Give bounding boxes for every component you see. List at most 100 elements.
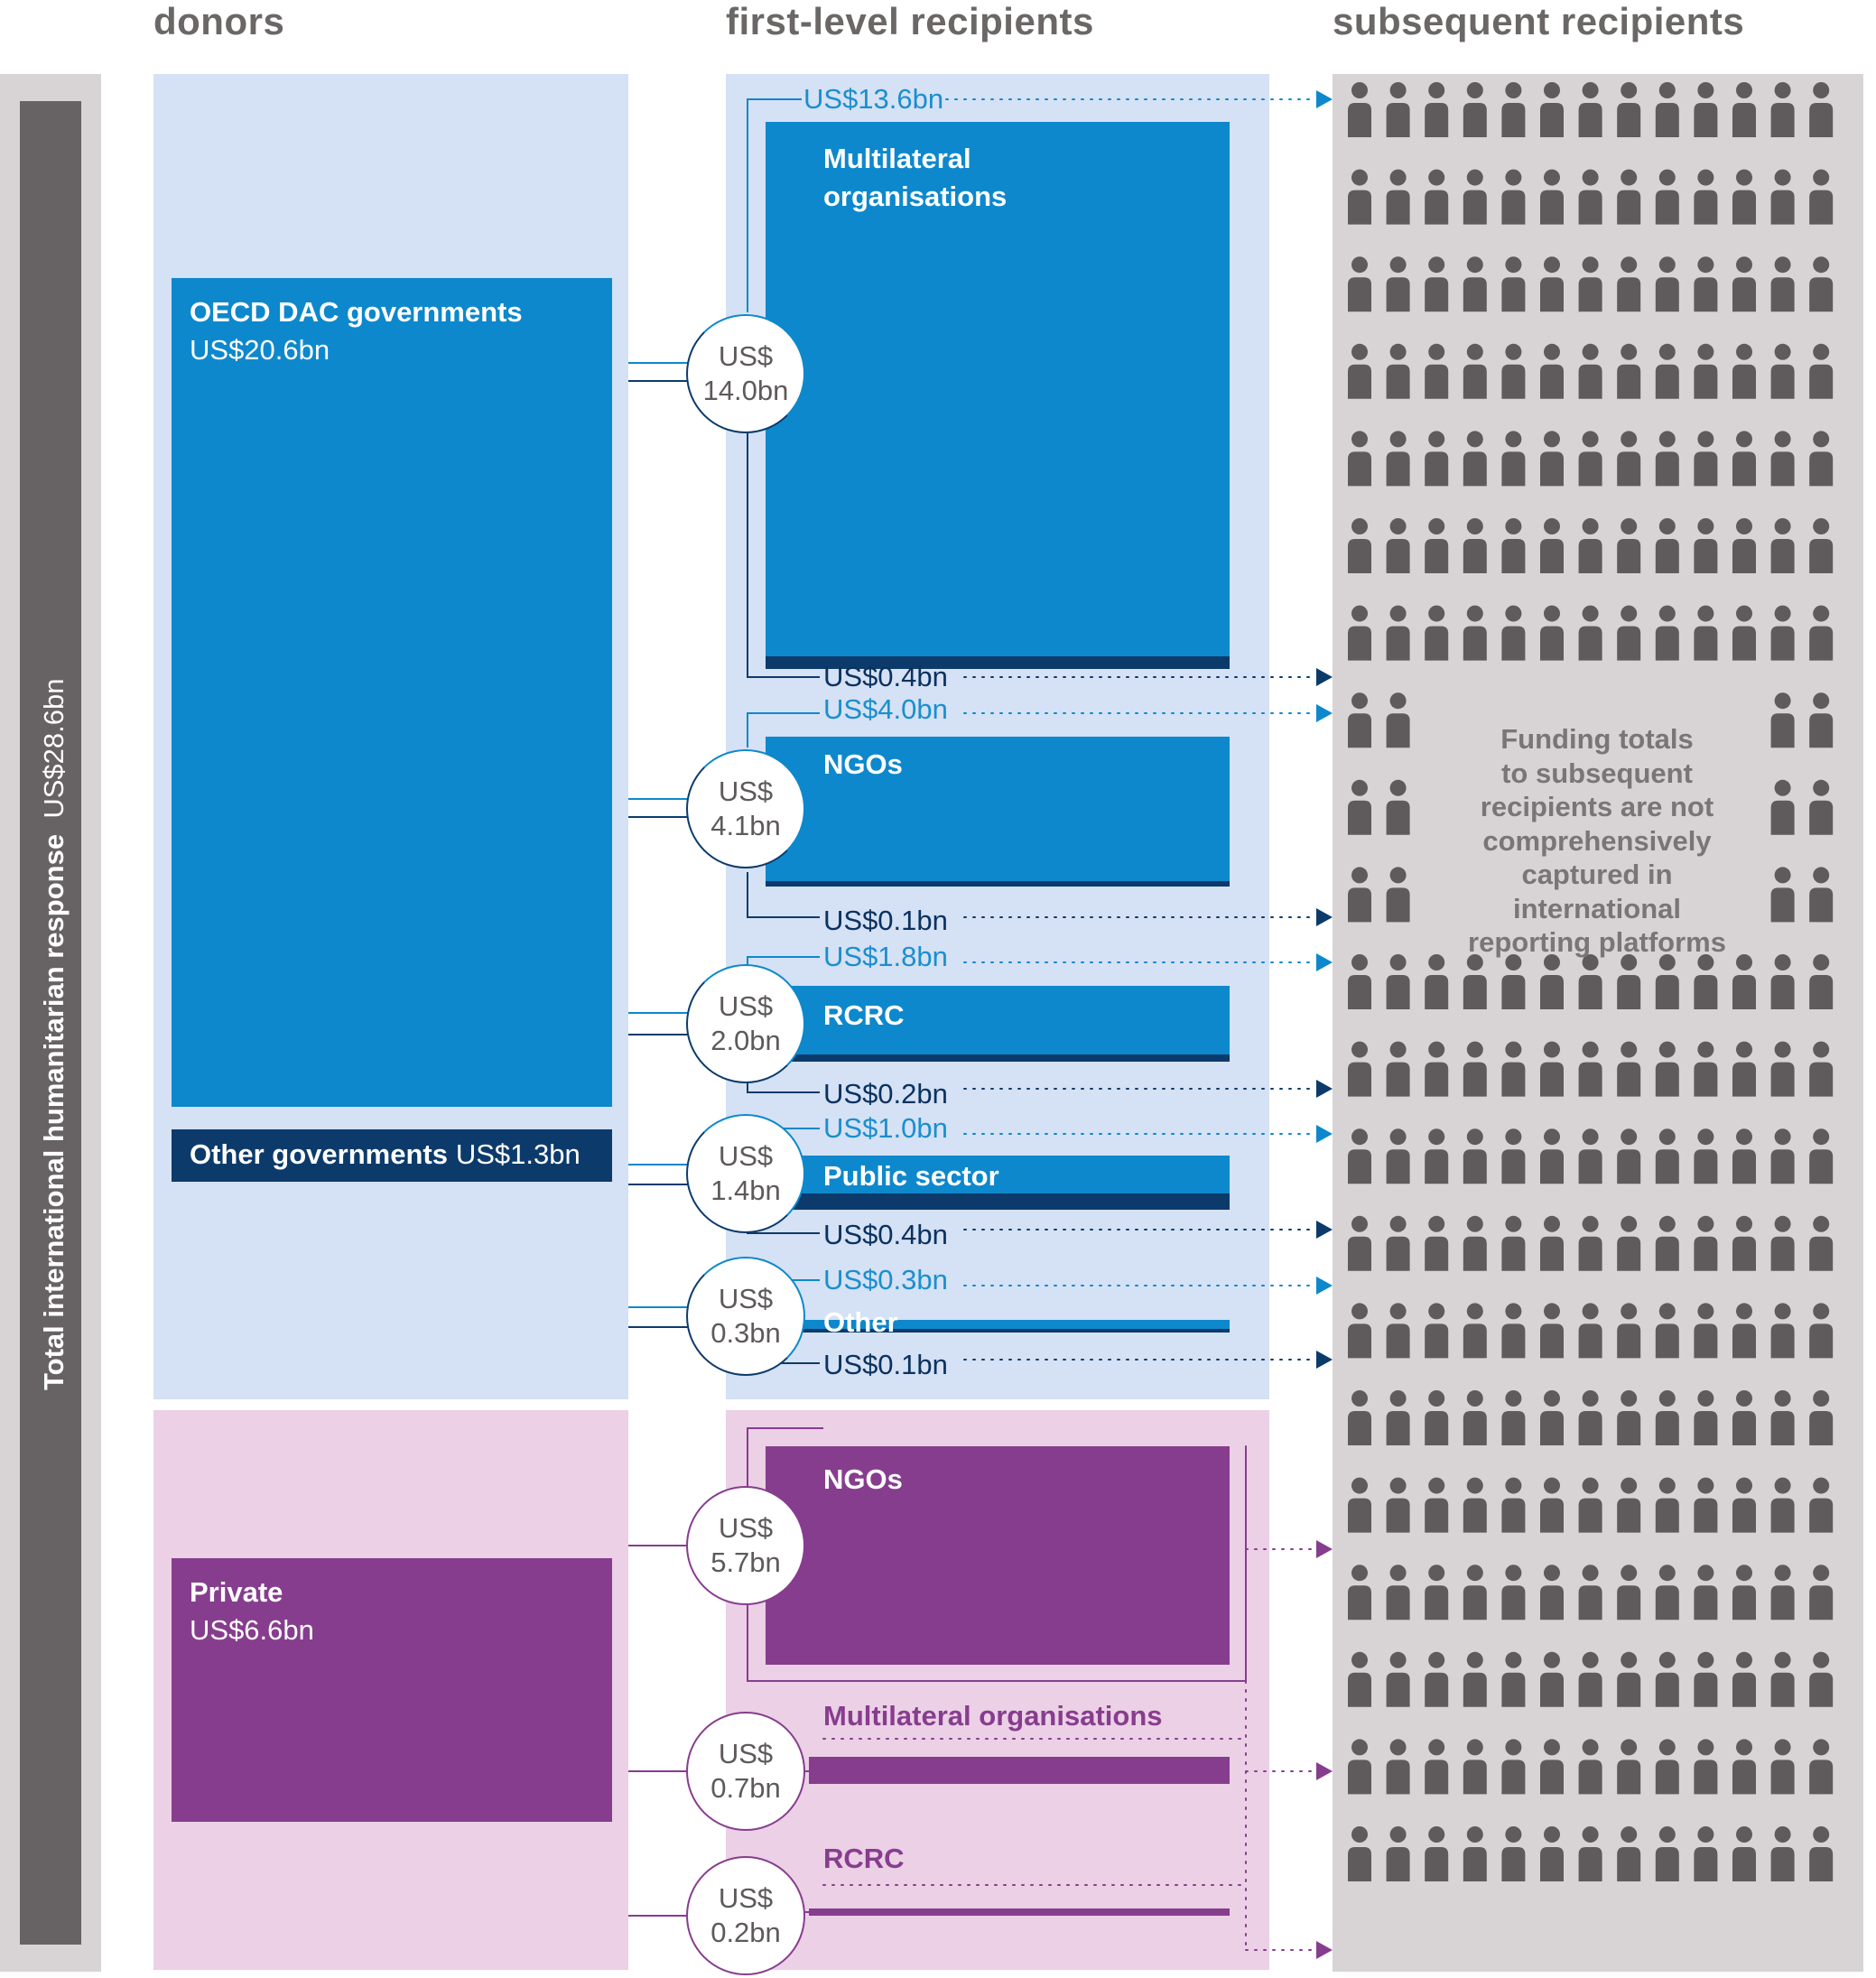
note-line: captured in [1521, 859, 1673, 890]
person-icon [1425, 169, 1449, 225]
person-icon [1578, 1826, 1602, 1881]
person-icon [1655, 1651, 1679, 1707]
person-icon [1809, 1215, 1834, 1271]
person-icon [1540, 256, 1564, 312]
person-icon [1425, 343, 1449, 399]
person-icon [1501, 256, 1526, 312]
person-icon [1463, 169, 1487, 225]
person-icon [1425, 1826, 1449, 1881]
person-icon [1540, 1041, 1564, 1097]
other-gov-name: Other governments [190, 1138, 448, 1170]
person-icon [1348, 1041, 1371, 1097]
person-icon [1809, 1826, 1834, 1881]
person-icon [1655, 1128, 1679, 1184]
person-icon [1809, 1390, 1834, 1445]
person-icon [1386, 605, 1410, 661]
subsequent-note: Funding totals to subsequent recipients … [1432, 722, 1762, 960]
note-line: to subsequent [1501, 757, 1693, 789]
person-icon [1694, 1041, 1718, 1097]
person-icon [1540, 1303, 1564, 1359]
private-multilateral-label: Multilateral organisations [823, 1700, 1163, 1732]
person-icon [1617, 954, 1641, 1009]
person-icon [1386, 1128, 1410, 1184]
multilateral-onward-amount: US$13.6bn [803, 83, 944, 115]
private-donor-box: Private US$6.6bn [172, 1558, 612, 1822]
person-icon [1540, 605, 1564, 661]
person-icon [1770, 1651, 1795, 1707]
person-icon [1617, 1651, 1641, 1707]
person-icon [1655, 431, 1679, 487]
person-icon [1655, 1826, 1679, 1881]
person-icon [1386, 867, 1410, 923]
person-icon [1578, 1477, 1602, 1533]
person-icon [1617, 1128, 1641, 1184]
person-icon [1732, 256, 1756, 312]
private-multilateral-amount-circle: US$ 0.7bn [686, 1712, 805, 1831]
public-sector-onward-amount: US$1.0bn [823, 1112, 948, 1144]
private-rcrc-recipient-box [809, 1908, 1230, 1916]
person-icon [1617, 1477, 1641, 1533]
person-icon [1425, 1128, 1449, 1184]
oecd-name: OECD DAC governments [190, 296, 523, 328]
subsequent-heading: subsequent recipients [1333, 0, 1745, 42]
person-icon [1540, 343, 1564, 399]
person-icon [1617, 431, 1641, 487]
person-icon [1578, 1128, 1602, 1184]
person-icon [1732, 1303, 1756, 1359]
person-icon [1617, 1739, 1641, 1795]
ngos-amount-circle: US$ 4.1bn [686, 749, 805, 868]
person-icon [1617, 82, 1641, 137]
person-icon [1732, 169, 1756, 225]
person-icon [1617, 605, 1641, 661]
person-icon [1578, 518, 1602, 573]
person-icon [1732, 343, 1756, 399]
person-icon [1694, 518, 1718, 573]
person-icon [1732, 1390, 1756, 1445]
person-icon [1617, 1303, 1641, 1359]
circle-currency: US$ [718, 1738, 774, 1769]
person-icon [1463, 1651, 1487, 1707]
other-recipient-box [766, 1320, 1230, 1333]
person-icon [1386, 518, 1410, 573]
person-icon [1348, 343, 1371, 399]
person-icon [1809, 867, 1834, 923]
rcrc-recipient-box [766, 986, 1230, 1062]
person-icon [1348, 256, 1371, 312]
person-icon [1348, 1390, 1371, 1445]
person-icon [1655, 256, 1679, 312]
person-icon [1578, 1390, 1602, 1445]
person-icon [1386, 1041, 1410, 1097]
person-icon [1501, 169, 1526, 225]
multilateral-retained-amount: US$0.4bn [823, 661, 948, 692]
arrow-head-icon [1316, 90, 1333, 1959]
person-icon [1425, 1390, 1449, 1445]
circle-currency: US$ [718, 775, 774, 807]
circle-amount: 2.0bn [710, 1025, 781, 1056]
note-line: Funding totals [1500, 723, 1694, 755]
person-icon [1809, 1739, 1834, 1795]
person-icon [1348, 692, 1371, 748]
person-icon [1540, 169, 1564, 225]
person-icon [1578, 82, 1602, 137]
person-icon [1425, 1477, 1449, 1533]
person-icon [1770, 954, 1795, 1009]
person-icon [1463, 518, 1487, 573]
person-icon [1425, 431, 1449, 487]
person-icon [1463, 1565, 1487, 1620]
person-icon [1578, 1739, 1602, 1795]
person-icon [1809, 82, 1834, 137]
person-icon [1617, 1215, 1641, 1271]
person-icon [1770, 82, 1795, 137]
circle-currency: US$ [718, 340, 774, 372]
person-icon [1501, 82, 1526, 137]
multilateral-amount-circle: US$ 14.0bn [686, 314, 805, 433]
person-icon [1425, 256, 1449, 312]
person-icon [1578, 954, 1602, 1009]
person-icon [1463, 1477, 1487, 1533]
person-icon [1463, 605, 1487, 661]
person-icon [1348, 1651, 1371, 1707]
person-icon [1617, 1565, 1641, 1620]
person-icon [1540, 1477, 1564, 1533]
person-icon [1386, 1651, 1410, 1707]
person-icon [1655, 1390, 1679, 1445]
